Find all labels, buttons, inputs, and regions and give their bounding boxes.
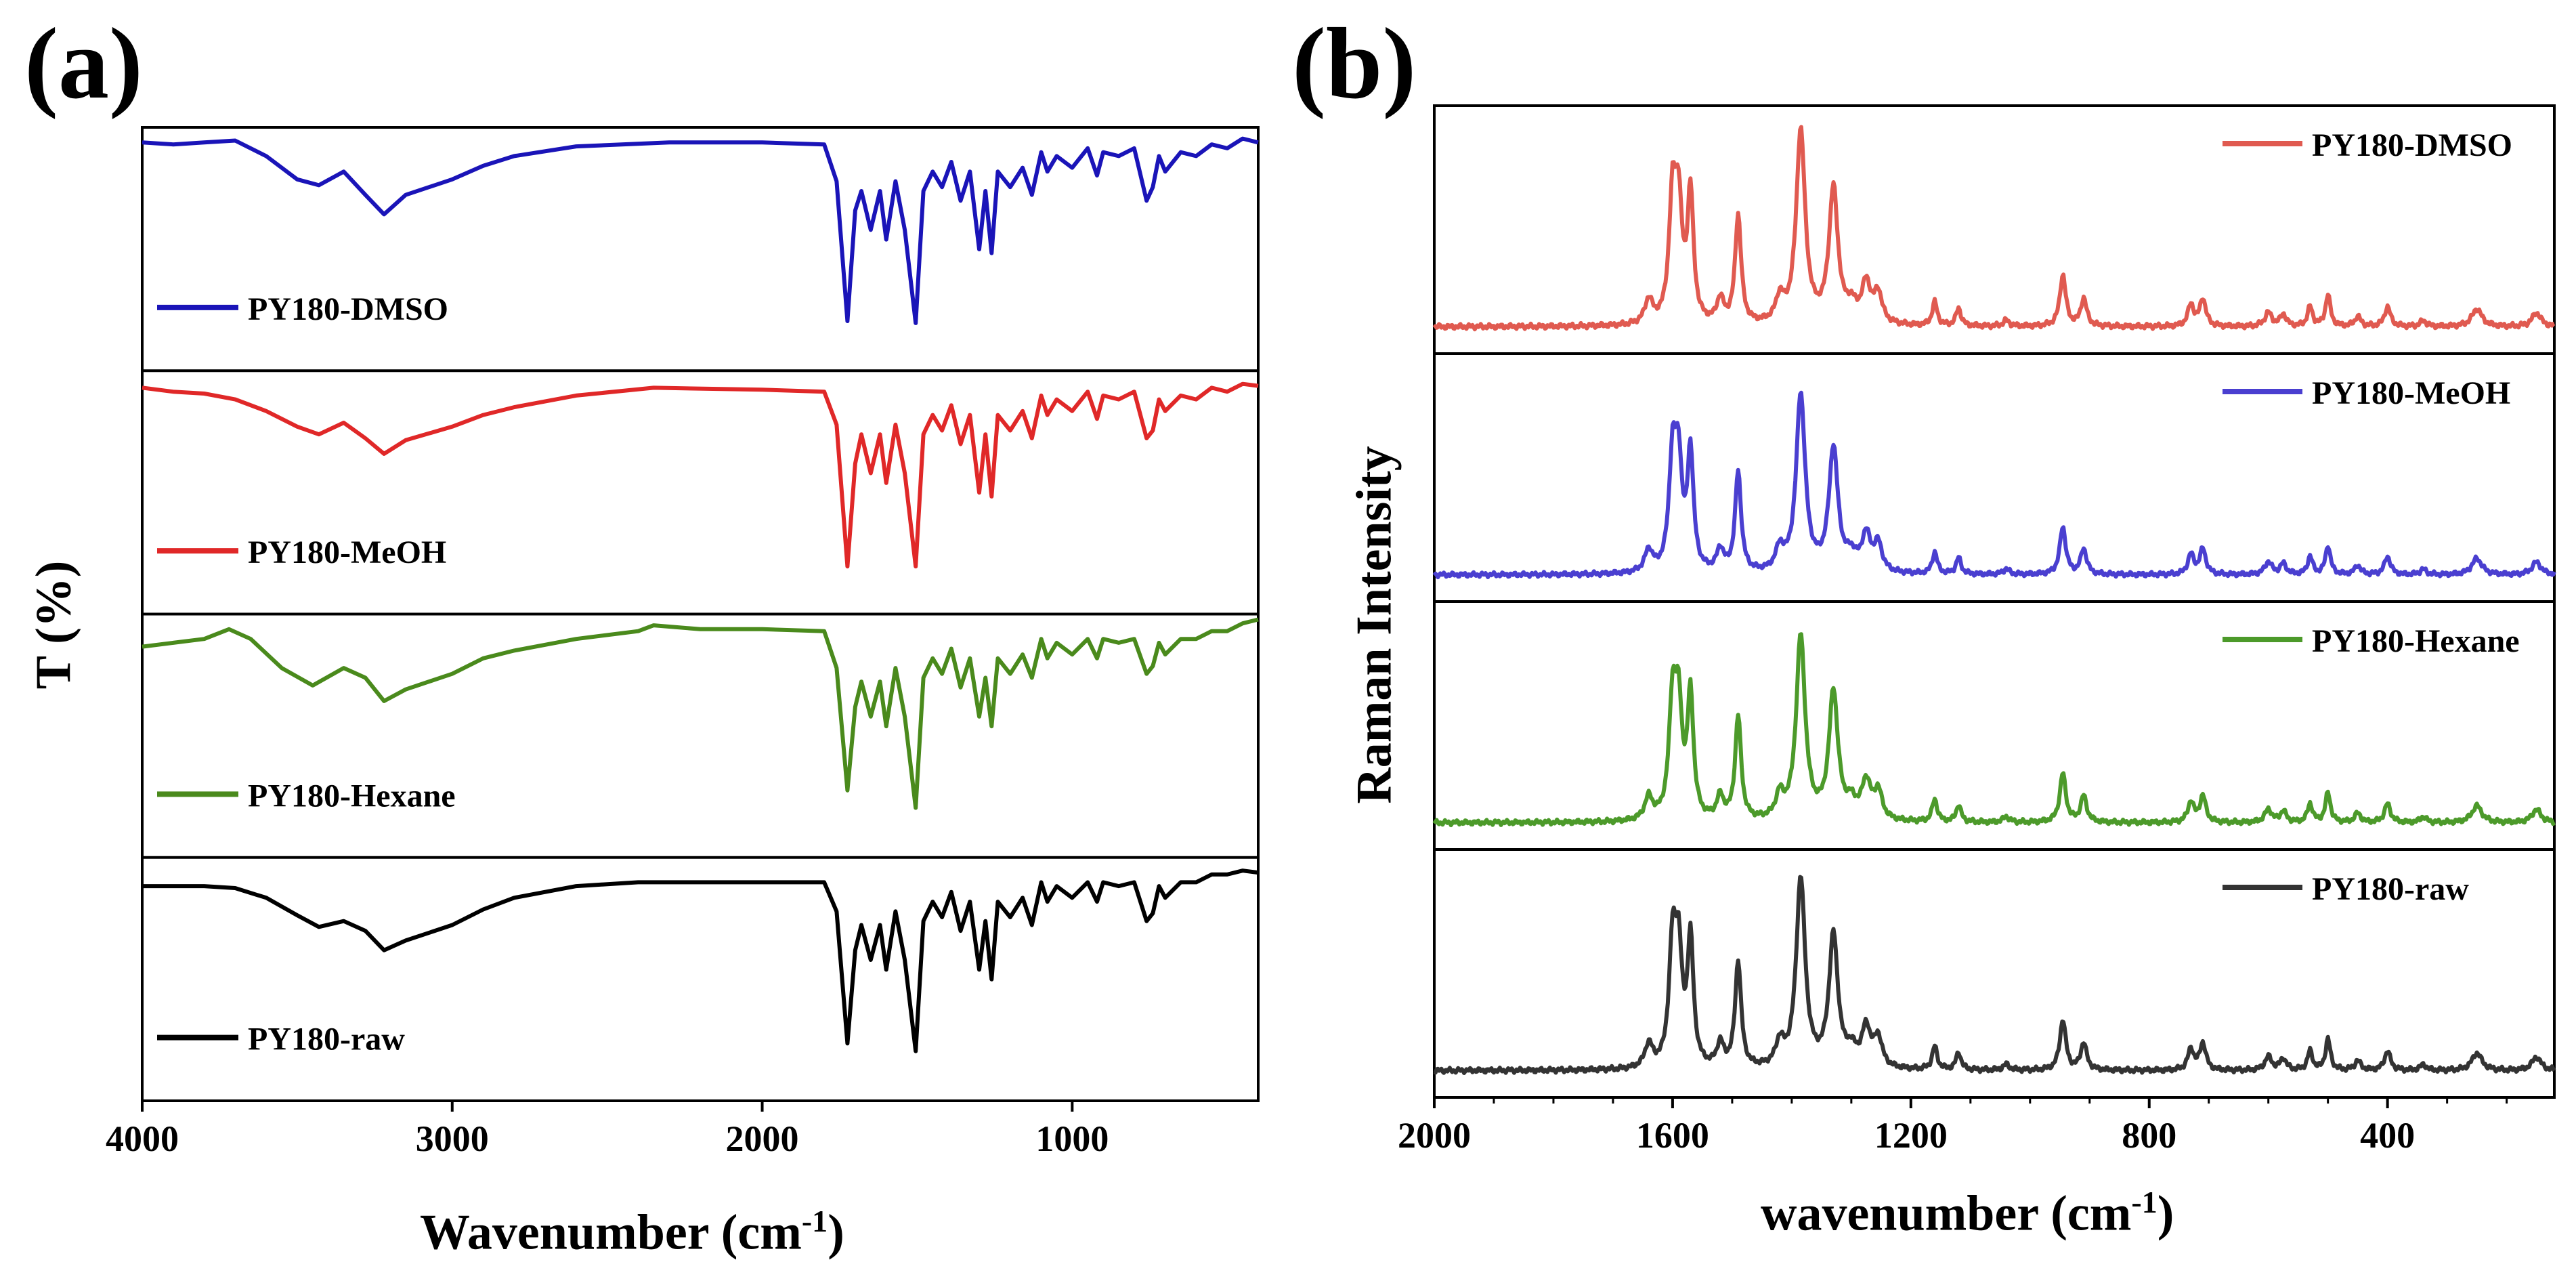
panel-a-series-line — [142, 381, 1259, 569]
panel-a-legend-label: PY180-Hexane — [248, 778, 456, 814]
panel-a-series-line — [142, 868, 1259, 1053]
panel-a-legend-label: PY180-MeOH — [248, 534, 446, 570]
panel-a-legend-label: PY180-DMSO — [248, 291, 448, 327]
panel-b-x-title-tail: ) — [2157, 1185, 2174, 1242]
panel-b-series-line — [1433, 875, 2556, 1075]
panel-b-x-title: wavenumber (cm-1) — [1761, 1184, 2174, 1243]
panel-a-x-title: Wavenumber (cm-1) — [420, 1203, 844, 1262]
panel-b-legend-label: PY180-raw — [2312, 871, 2469, 907]
panel-b-series-line — [1432, 632, 2556, 828]
panel-a-xtick-label: 3000 — [416, 1118, 489, 1159]
panel-a-series-line — [142, 136, 1259, 325]
panel-b-x-title-sup: -1 — [2131, 1185, 2158, 1219]
panel-b-xtick-label: 2000 — [1398, 1115, 1471, 1156]
panel-b-series-line — [1432, 390, 2556, 580]
panel-a-legend-label: PY180-raw — [248, 1022, 405, 1057]
panel-a-x-title-text: Wavenumber (cm — [420, 1204, 802, 1261]
panel-b-xtick-label: 400 — [2360, 1115, 2415, 1156]
panel-a-xtick-label: 4000 — [106, 1118, 179, 1159]
panel-a-label: (a) — [24, 7, 143, 120]
panel-a-xtick-label: 2000 — [726, 1118, 799, 1159]
panel-b-label: (b) — [1292, 7, 1417, 120]
panel-b-xtick-label: 1200 — [1874, 1115, 1948, 1156]
panel-b-xtick-label: 1600 — [1636, 1115, 1709, 1156]
panel-b-legend-label: PY180-Hexane — [2312, 623, 2520, 659]
panel-a-series-line — [142, 617, 1259, 810]
panel-b-xtick-label: 800 — [2122, 1115, 2176, 1156]
panel-a-xtick-label: 1000 — [1035, 1118, 1109, 1159]
panel-b-legend-label: PY180-MeOH — [2312, 375, 2510, 411]
panel-b-series-line — [1432, 125, 2556, 332]
panel-a-x-title-tail: ) — [828, 1204, 844, 1261]
panel-a-x-title-sup: -1 — [801, 1204, 828, 1238]
panel-b-x-title-text: wavenumber (cm — [1761, 1185, 2132, 1242]
panel-b-legend-label: PY180-DMSO — [2312, 127, 2512, 163]
